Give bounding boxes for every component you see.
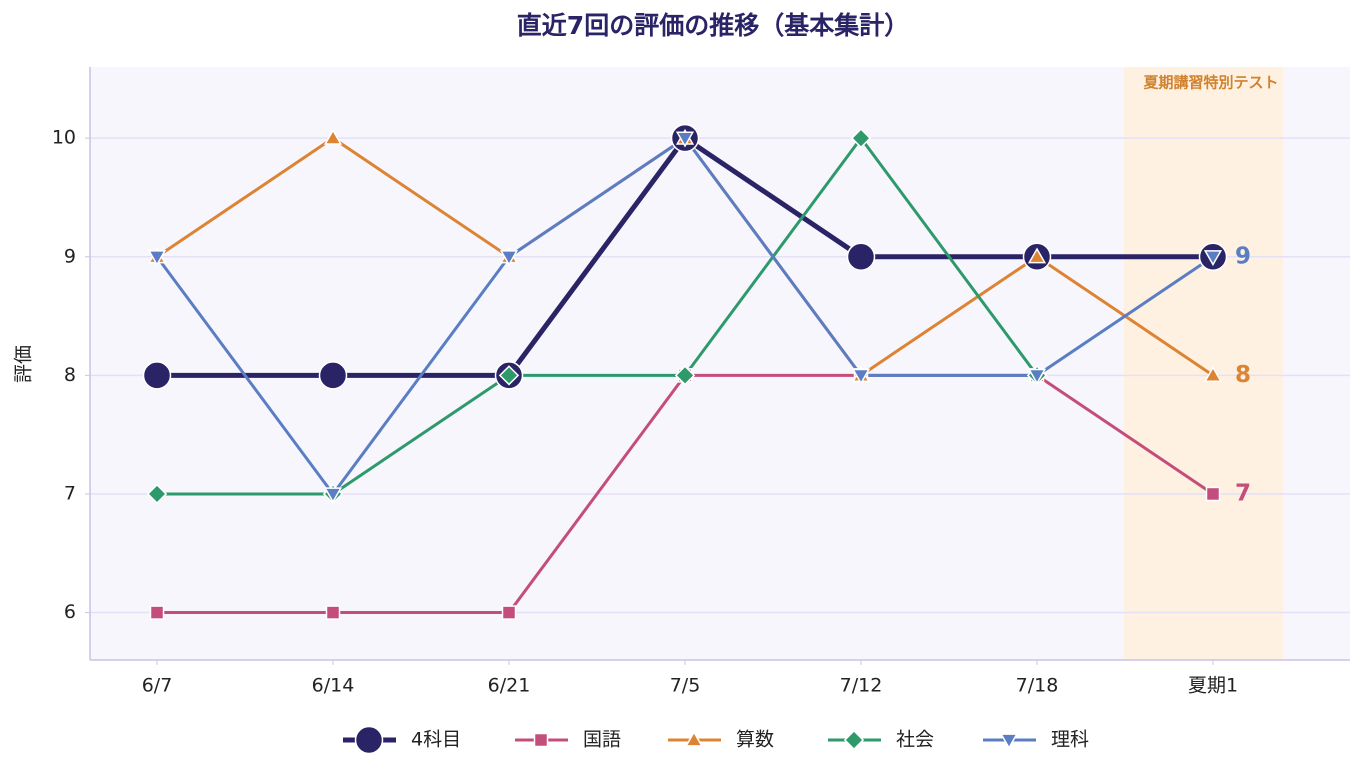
marker bbox=[533, 732, 549, 748]
end-label: 9 bbox=[1235, 243, 1251, 269]
legend-label: 4科目 bbox=[411, 729, 461, 751]
marker bbox=[498, 365, 520, 386]
marker bbox=[674, 365, 696, 386]
y-tick-label: 9 bbox=[64, 245, 76, 267]
marker bbox=[684, 730, 704, 747]
marker bbox=[1027, 368, 1047, 385]
marker bbox=[501, 605, 517, 620]
series-line bbox=[157, 136, 1039, 496]
legend-label: 国語 bbox=[583, 729, 621, 751]
legend-item: 算数 bbox=[668, 729, 774, 751]
marker bbox=[1203, 250, 1223, 267]
highlight-band bbox=[1124, 67, 1283, 660]
marker bbox=[325, 605, 341, 620]
marker bbox=[675, 131, 695, 148]
x-tick-label: 6/21 bbox=[488, 675, 531, 697]
marker bbox=[850, 127, 872, 149]
x-tick-label: 7/5 bbox=[670, 675, 701, 697]
x-tick-label: 6/14 bbox=[312, 675, 355, 697]
marker bbox=[318, 361, 348, 390]
y-axis-label: 評価 bbox=[13, 345, 35, 383]
legend-item: 社会 bbox=[828, 729, 934, 751]
marker bbox=[846, 242, 876, 272]
marker bbox=[354, 725, 384, 755]
marker bbox=[999, 733, 1019, 750]
end-label: 7 bbox=[1235, 480, 1251, 506]
x-tick-label: 夏期1 bbox=[1188, 675, 1238, 697]
marker bbox=[323, 128, 343, 145]
marker bbox=[1027, 247, 1047, 264]
marker bbox=[149, 605, 165, 620]
marker bbox=[843, 729, 865, 751]
legend-label: 理科 bbox=[1051, 729, 1089, 751]
end-label: 8 bbox=[1235, 362, 1251, 388]
marker bbox=[499, 250, 519, 267]
legend-item: 4科目 bbox=[343, 725, 461, 755]
y-tick-label: 7 bbox=[64, 482, 76, 504]
x-tick-label: 6/7 bbox=[142, 675, 173, 697]
marker bbox=[146, 483, 168, 505]
x-tick-label: 7/18 bbox=[1016, 675, 1059, 697]
marker bbox=[147, 250, 167, 267]
marker bbox=[323, 487, 343, 504]
x-tick-label: 7/12 bbox=[840, 675, 883, 697]
chart-title: 直近7回の評価の推移（基本集計） bbox=[517, 11, 909, 40]
legend-item: 国語 bbox=[515, 729, 621, 751]
marker bbox=[1205, 486, 1221, 502]
y-tick-label: 8 bbox=[64, 364, 76, 386]
annotation: 夏期講習特別テスト bbox=[1142, 74, 1278, 92]
marker bbox=[142, 361, 172, 390]
y-tick-label: 10 bbox=[52, 127, 76, 149]
marker bbox=[851, 368, 871, 385]
legend-label: 算数 bbox=[736, 729, 774, 751]
y-tick-label: 6 bbox=[64, 601, 76, 623]
legend-label: 社会 bbox=[896, 729, 934, 751]
legend-item: 理科 bbox=[983, 729, 1089, 751]
marker bbox=[1203, 366, 1223, 382]
